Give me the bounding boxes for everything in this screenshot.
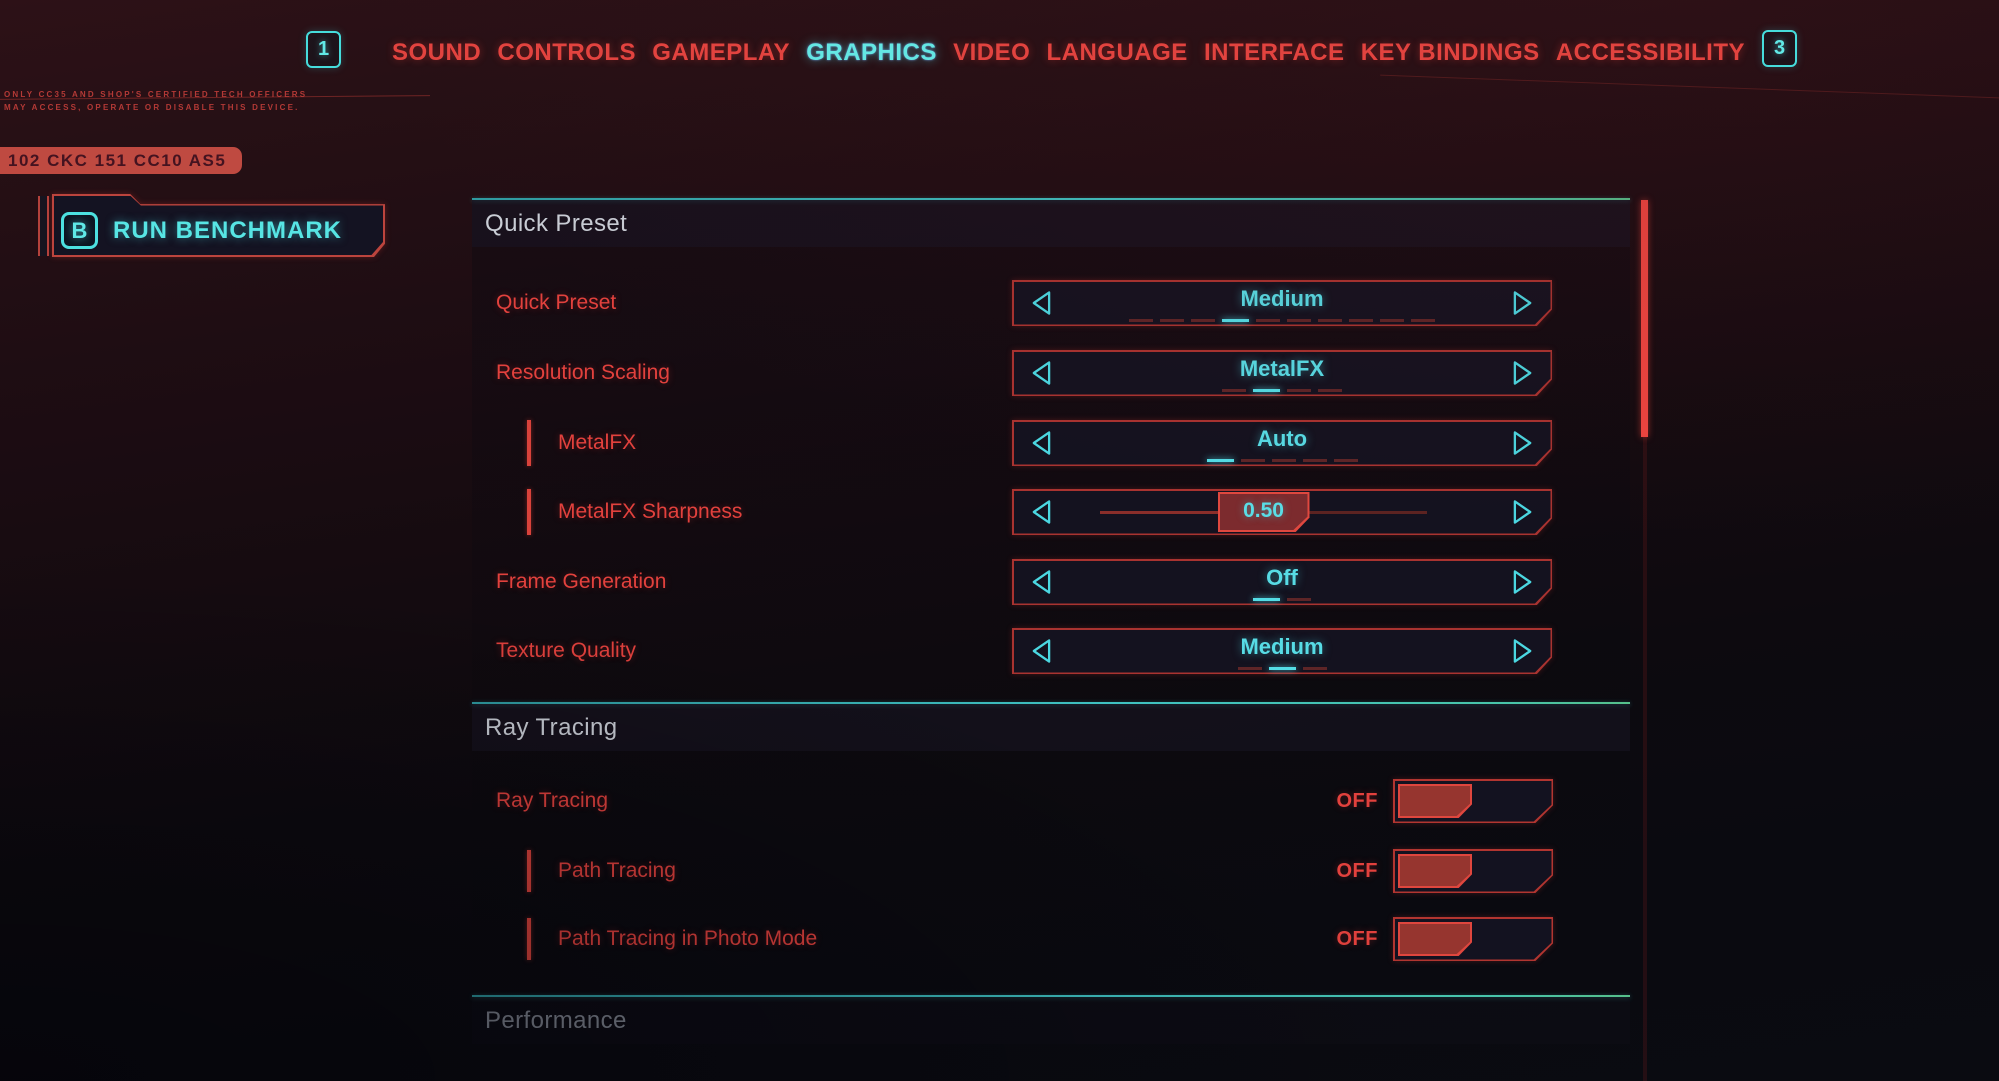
quick-preset-value: Medium — [1240, 286, 1324, 311]
toggle-knob — [1398, 854, 1472, 888]
graphics-settings-panel: Quick Preset Quick Preset Medium Resolut… — [472, 0, 1630, 1081]
increase-arrow-icon[interactable] — [1512, 290, 1535, 317]
scrollbar-track[interactable] — [1643, 200, 1647, 1081]
section-header-quick-preset: Quick Preset — [472, 200, 1630, 247]
serial-plate-badge: 102 CKC 151 CC10 AS5 — [0, 147, 243, 174]
row-ray-tracing: Ray Tracing OFF — [472, 779, 1630, 823]
texture-quality-value: Medium — [1240, 634, 1324, 659]
row-frame-generation: Frame Generation Off — [472, 558, 1630, 606]
decrease-arrow-icon[interactable] — [1029, 430, 1052, 457]
decrease-arrow-icon[interactable] — [1029, 638, 1052, 665]
run-benchmark-label: RUN BENCHMARK — [113, 216, 342, 244]
settings-tab-bar: SOUND CONTROLS GAMEPLAY GRAPHICS VIDEO L… — [392, 30, 1745, 76]
section-divider — [472, 995, 1630, 997]
step-indicator — [1012, 459, 1552, 462]
increase-arrow-icon[interactable] — [1512, 499, 1535, 526]
metalfx-sharpness-slider[interactable]: 0.50 — [1012, 489, 1552, 535]
row-texture-quality: Texture Quality Medium — [472, 627, 1630, 675]
row-metalfx: MetalFX Auto — [472, 419, 1630, 467]
toggle-knob — [1398, 922, 1472, 956]
resolution-scaling-value: MetalFX — [1239, 356, 1325, 381]
frame-generation-selector[interactable]: Off — [1012, 559, 1552, 605]
quick-preset-label: Quick Preset — [496, 291, 617, 314]
metalfx-label: MetalFX — [558, 431, 637, 454]
ray-tracing-label: Ray Tracing — [496, 789, 609, 812]
shoulder-key-right-badge[interactable]: 3 — [1762, 30, 1797, 67]
step-indicator — [1012, 389, 1552, 392]
row-metalfx-sharpness: MetalFX Sharpness 0.50 — [472, 488, 1630, 536]
b-key-badge: B — [61, 212, 98, 249]
scrollbar-thumb[interactable] — [1641, 200, 1648, 437]
tab-controls[interactable]: CONTROLS — [497, 39, 637, 66]
indent-bar — [527, 918, 531, 960]
resolution-scaling-selector[interactable]: MetalFX — [1012, 350, 1552, 396]
step-indicator — [1012, 598, 1552, 601]
path-tracing-state: OFF — [1336, 860, 1378, 882]
indent-bar — [527, 489, 531, 535]
tab-accessibility[interactable]: ACCESSIBILITY — [1555, 39, 1745, 66]
section-divider — [472, 198, 1630, 200]
decrease-arrow-icon[interactable] — [1029, 360, 1052, 387]
increase-arrow-icon[interactable] — [1512, 430, 1535, 457]
benchmark-side-bar — [38, 196, 49, 256]
row-path-tracing-photo-mode: Path Tracing in Photo Mode OFF — [472, 917, 1630, 961]
step-indicator — [1012, 667, 1552, 670]
path-tracing-photo-mode-toggle[interactable] — [1393, 917, 1553, 961]
metalfx-sharpness-label: MetalFX Sharpness — [558, 500, 743, 523]
path-tracing-label: Path Tracing — [558, 859, 676, 882]
metalfx-value: Auto — [1256, 426, 1308, 451]
section-header-ray-tracing: Ray Tracing — [472, 704, 1630, 751]
decrease-arrow-icon[interactable] — [1029, 290, 1052, 317]
ray-tracing-state: OFF — [1336, 790, 1378, 812]
ray-tracing-toggle[interactable] — [1393, 779, 1553, 823]
path-tracing-photo-mode-label: Path Tracing in Photo Mode — [558, 927, 818, 950]
row-resolution-scaling: Resolution Scaling MetalFX — [472, 349, 1630, 397]
path-tracing-toggle[interactable] — [1393, 849, 1553, 893]
step-indicator — [1012, 319, 1552, 322]
tab-language[interactable]: LANGUAGE — [1046, 39, 1188, 66]
decrease-arrow-icon[interactable] — [1029, 569, 1052, 596]
tab-graphics[interactable]: GRAPHICS — [806, 39, 937, 66]
decrease-arrow-icon[interactable] — [1029, 499, 1052, 526]
shoulder-key-left-badge[interactable]: 1 — [306, 31, 341, 68]
texture-quality-label: Texture Quality — [496, 639, 637, 662]
frame-generation-label: Frame Generation — [496, 570, 667, 593]
path-tracing-photo-mode-state: OFF — [1336, 928, 1378, 950]
row-path-tracing: Path Tracing OFF — [472, 849, 1630, 893]
section-divider — [472, 702, 1630, 704]
section-title: Ray Tracing — [485, 714, 618, 741]
indent-bar — [527, 420, 531, 466]
increase-arrow-icon[interactable] — [1512, 638, 1535, 665]
section-title: Performance — [485, 1007, 627, 1034]
indent-bar — [527, 850, 531, 892]
increase-arrow-icon[interactable] — [1512, 569, 1535, 596]
tab-key-bindings[interactable]: KEY BINDINGS — [1360, 39, 1540, 66]
section-header-performance: Performance — [472, 997, 1630, 1044]
tab-sound[interactable]: SOUND — [392, 39, 482, 66]
increase-arrow-icon[interactable] — [1512, 360, 1535, 387]
tab-video[interactable]: VIDEO — [953, 39, 1031, 66]
device-notice-text: ONLY CC35 AND SHOP'S CERTIFIED TECH OFFI… — [4, 90, 308, 112]
quick-preset-selector[interactable]: Medium — [1012, 280, 1552, 326]
tab-gameplay[interactable]: GAMEPLAY — [652, 39, 791, 66]
slider-value: 0.50 — [1243, 499, 1284, 522]
frame-generation-value: Off — [1266, 565, 1298, 590]
run-benchmark-button[interactable]: B RUN BENCHMARK — [52, 194, 385, 257]
metalfx-selector[interactable]: Auto — [1012, 420, 1552, 466]
section-title: Quick Preset — [485, 210, 628, 237]
texture-quality-selector[interactable]: Medium — [1012, 628, 1552, 674]
tab-interface[interactable]: INTERFACE — [1204, 39, 1345, 66]
slider-handle[interactable]: 0.50 — [1217, 492, 1310, 532]
resolution-scaling-label: Resolution Scaling — [496, 361, 670, 384]
row-quick-preset: Quick Preset Medium — [472, 279, 1630, 327]
toggle-knob — [1398, 784, 1472, 818]
